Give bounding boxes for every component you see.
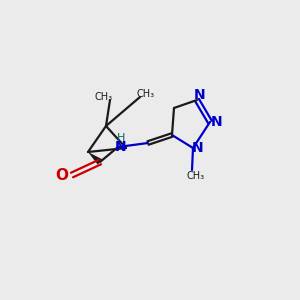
- Text: N: N: [192, 141, 204, 155]
- Text: N: N: [211, 115, 223, 129]
- Polygon shape: [88, 152, 102, 165]
- Text: N: N: [194, 88, 206, 102]
- Text: N: N: [115, 140, 127, 154]
- Text: O: O: [56, 167, 68, 182]
- Text: CH₃: CH₃: [137, 89, 155, 99]
- Text: CH₃: CH₃: [187, 171, 205, 181]
- Text: CH₃: CH₃: [95, 92, 113, 102]
- Text: H: H: [117, 133, 125, 143]
